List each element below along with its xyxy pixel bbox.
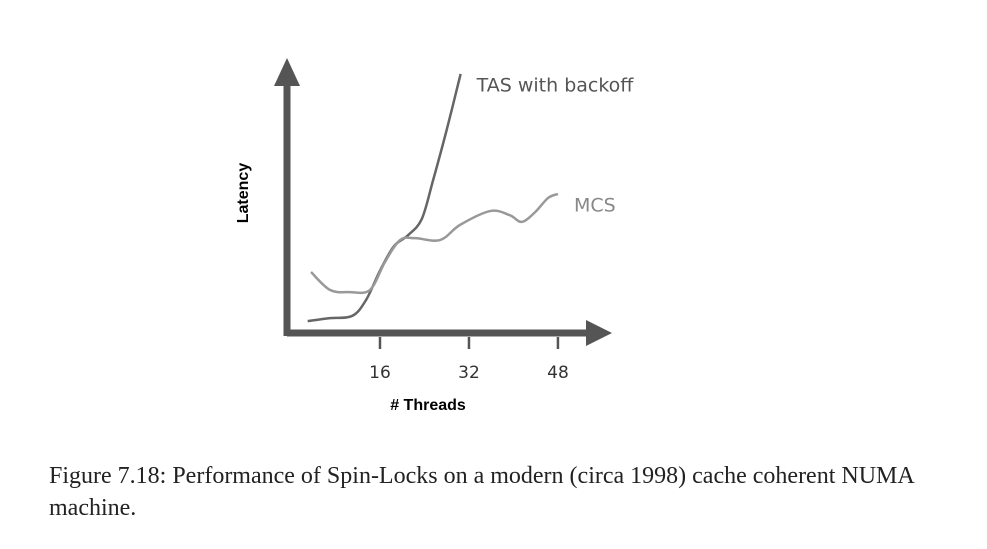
y-axis-arrow [274, 58, 300, 86]
x-tick-label: 48 [547, 363, 569, 383]
series-label: MCS [574, 194, 616, 216]
y-axis-label: Latency [235, 163, 252, 224]
x-tick-label: 16 [369, 363, 391, 383]
line [310, 192, 559, 295]
caption: Figure 7.18: Performance of Spin-Locks o… [49, 463, 914, 521]
chart: # Threads Latency 16 32 48 TAS with backoff… [235, 58, 635, 414]
series-label: TAS with backoff [476, 74, 635, 96]
line [307, 73, 462, 323]
x-axis-arrow [586, 320, 612, 346]
x-tick-label: 32 [458, 363, 480, 383]
x-axis-label: # Threads [390, 397, 466, 414]
